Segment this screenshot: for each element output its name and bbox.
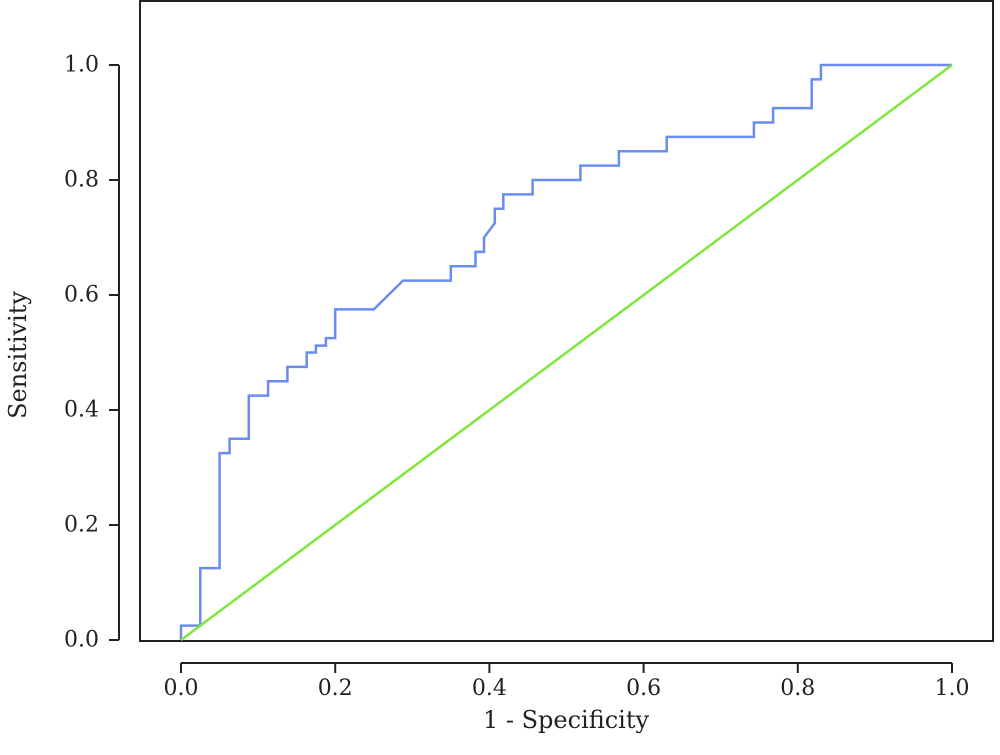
reference-diagonal-line <box>180 63 953 642</box>
x-tick-label: 0.6 <box>626 676 661 701</box>
x-tick-label: 0.0 <box>164 676 199 701</box>
x-tick-label: 0.8 <box>780 676 815 701</box>
plot-frame <box>139 0 994 642</box>
x-axis: 0.0 0.2 0.4 0.6 0.8 1.0 <box>164 662 970 701</box>
y-axis: 0.0 0.2 0.4 0.6 0.8 1.0 <box>64 53 120 653</box>
y-axis-title: Sensitivity <box>4 291 32 419</box>
x-axis-title: 1 - Specificity <box>483 706 650 734</box>
y-tick-label: 0.0 <box>64 628 99 653</box>
x-tick-label: 0.2 <box>318 676 353 701</box>
y-tick-label: 0.6 <box>64 283 99 308</box>
series-layer <box>179 63 953 642</box>
roc-curve-line <box>179 63 952 640</box>
y-tick-label: 1.0 <box>64 53 99 78</box>
y-tick-label: 0.8 <box>64 168 99 193</box>
x-tick-label: 1.0 <box>935 676 970 701</box>
x-tick-label: 0.4 <box>472 676 507 701</box>
y-tick-label: 0.2 <box>64 513 99 538</box>
y-tick-label: 0.4 <box>64 398 99 423</box>
